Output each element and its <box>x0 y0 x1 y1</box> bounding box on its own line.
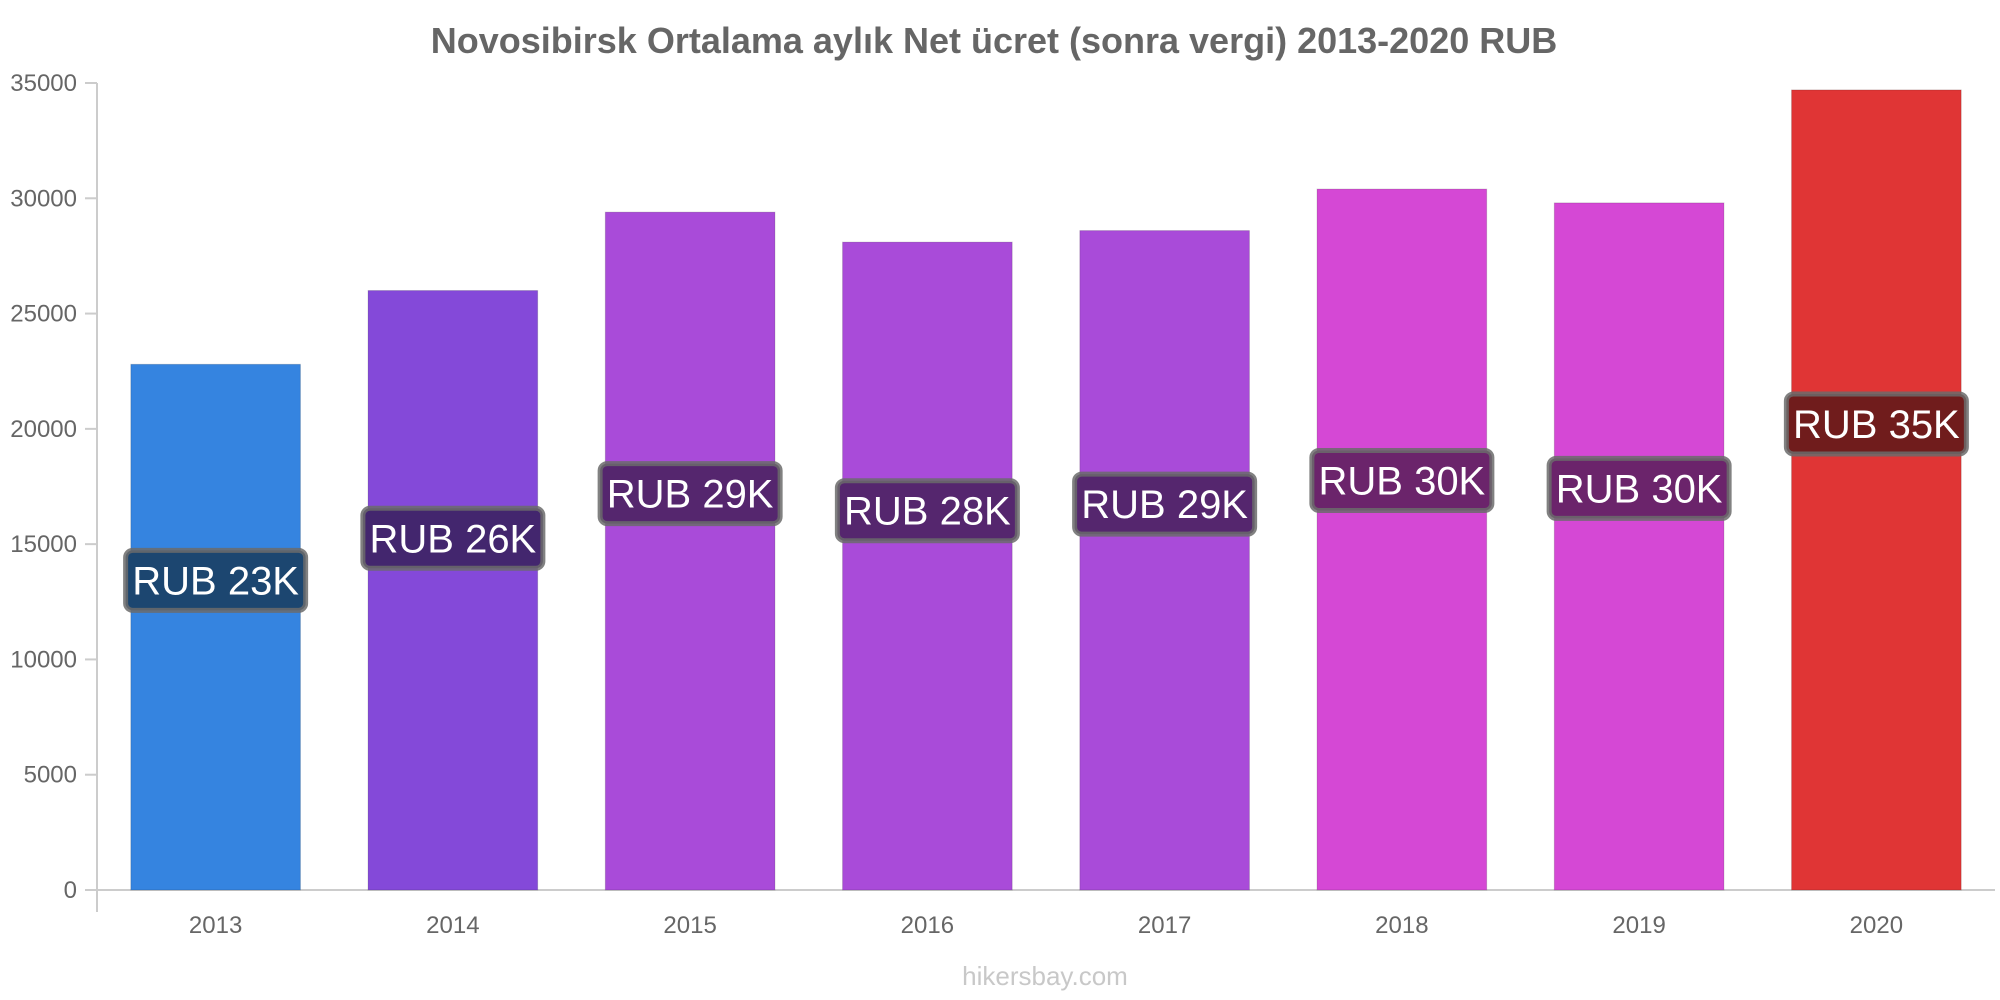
x-tick-label: 2013 <box>189 912 242 939</box>
y-axis: 0 5000 10000 15000 20000 25000 30000 35000 <box>10 70 98 912</box>
x-tick-label: 2016 <box>901 912 954 939</box>
data-label-box <box>360 505 546 571</box>
x-tick-label: 2018 <box>1375 912 1428 939</box>
data-label-2019: RUB 30K <box>1556 467 1723 511</box>
bar-2016[interactable] <box>842 241 1013 891</box>
data-label-2017: RUB 29K <box>1081 483 1248 527</box>
bar-2018[interactable] <box>1316 188 1488 891</box>
data-label-2016: RUB 28K <box>844 490 1011 534</box>
y-tick-label: 0 <box>64 877 77 904</box>
y-tick-label: 35000 <box>10 70 77 97</box>
y-tick-label: 5000 <box>24 762 77 789</box>
watermark-text: hikersbay.com <box>962 961 1128 991</box>
bar-2015[interactable] <box>604 211 776 891</box>
data-label-2013: RUB 23K <box>132 559 299 603</box>
y-tick-label: 30000 <box>10 185 77 212</box>
data-label-2020: RUB 35K <box>1793 403 1960 447</box>
chart-title: Novosibirsk Ortalama aylık Net ücret (so… <box>431 20 1557 61</box>
x-tick-label: 2015 <box>663 912 716 939</box>
bar-2019[interactable] <box>1553 202 1725 891</box>
data-label-box <box>1072 471 1258 537</box>
x-tick-label: 2020 <box>1850 912 1903 939</box>
bar-2014[interactable] <box>367 290 539 891</box>
data-label-2018: RUB 30K <box>1319 459 1486 503</box>
bar-2020[interactable] <box>1791 89 1962 891</box>
bar-2013[interactable] <box>130 363 301 891</box>
y-tick-label: 20000 <box>10 416 77 443</box>
data-label-box <box>123 547 309 613</box>
y-tick-label: 15000 <box>10 531 77 558</box>
y-tick-label: 10000 <box>10 646 77 673</box>
data-label-box <box>1546 455 1732 521</box>
bars-group <box>130 89 1962 891</box>
x-axis: 2013 2014 2015 2016 2017 2018 2019 2020 <box>97 889 1995 939</box>
data-label-2015: RUB 29K <box>607 473 774 517</box>
data-label-box <box>834 478 1020 544</box>
x-tick-label: 2014 <box>426 912 479 939</box>
data-label-2014: RUB 26K <box>370 517 537 561</box>
data-label-box <box>1783 391 1969 457</box>
data-label-box <box>1309 447 1495 513</box>
data-label-box <box>597 461 783 527</box>
y-tick-label: 25000 <box>10 301 77 328</box>
data-labels-group: RUB 23K RUB 26K RUB 29K RUB 28K RUB 29K RUB 3… <box>123 391 1969 613</box>
x-tick-label: 2017 <box>1138 912 1191 939</box>
bar-2017[interactable] <box>1079 230 1250 891</box>
x-tick-label: 2019 <box>1612 912 1665 939</box>
